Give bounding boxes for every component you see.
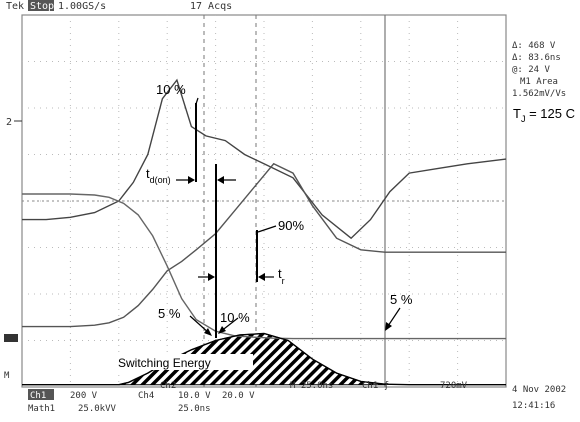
math-scale: 25.0kVV — [78, 404, 117, 414]
five-pct-left-label: 5 % — [158, 306, 181, 321]
ch1-marker — [4, 334, 18, 342]
readout-panel-bg — [508, 36, 578, 106]
readout-math-value: 1.562mV/Vs — [512, 89, 566, 99]
trigger-source: Ch1 ƒ — [362, 381, 389, 391]
five-pct-right-arrowhead — [385, 322, 392, 331]
ch2-scale: 10.0 V — [178, 391, 211, 401]
series-line-3 — [22, 193, 506, 340]
ten-pct-bottom-label: 10 % — [220, 310, 250, 325]
math-time: 25.0ns — [178, 404, 211, 414]
readout-delta-t: Δ: 83.6ns — [512, 53, 561, 63]
acquisitions: 17 Acqs — [190, 1, 232, 12]
readout-delta-v: Δ: 468 V — [512, 41, 556, 51]
tj-label-bg — [508, 100, 578, 122]
mode-badge — [28, 0, 54, 11]
ch2-label: Ch2 — [160, 381, 176, 391]
ten-pct-top-leader — [195, 97, 199, 105]
switching-energy-label-bg — [115, 354, 253, 370]
switching-energy-label: Switching Energy — [118, 356, 211, 370]
time: 12:41:16 — [512, 401, 555, 411]
tr-arrowhead-right — [258, 273, 265, 281]
tdon-label: td(on) — [146, 166, 171, 185]
series-line-1 — [22, 78, 507, 240]
readout-at-v: @: 24 V — [512, 65, 551, 75]
sample-rate: 1.00GS/s — [58, 1, 106, 12]
ten-pct-bottom-arrowhead — [218, 326, 226, 334]
brand-label: Tek — [6, 1, 24, 12]
tdon-arrowhead-right — [217, 176, 224, 184]
tj-label: TJ = 125 C — [513, 106, 575, 124]
tr-arrowhead-left — [208, 273, 215, 281]
ninety-pct-leader — [257, 225, 277, 233]
ninety-pct-label: 90% — [278, 218, 304, 233]
ten-pct-top-label: 10 % — [156, 82, 186, 97]
tr-label: tr — [278, 266, 285, 286]
grid — [22, 15, 506, 387]
date: 4 Nov 2002 — [512, 385, 566, 395]
math-label: Math1 — [28, 404, 55, 414]
series-line-4 — [22, 332, 506, 386]
ch1-label: Ch1 — [30, 391, 46, 401]
ch1-badge — [28, 389, 54, 400]
readout-math-label: M1 Area — [520, 77, 558, 87]
trigger-level: 720mV — [440, 381, 468, 391]
mode-label: Stop — [30, 1, 54, 12]
math-marker: M — [4, 371, 10, 381]
ch4-label: Ch4 — [138, 391, 154, 401]
ch4-scale: 20.0 V — [222, 391, 255, 401]
tdon-arrowhead-left — [188, 176, 195, 184]
series-line-2 — [22, 162, 506, 328]
five-pct-left-arrowhead — [204, 328, 212, 336]
ch2-marker: 2 — [6, 117, 12, 128]
timebase: M 25.0ns — [290, 381, 333, 391]
ch1-scale: 200 V — [70, 391, 98, 401]
five-pct-right-label: 5 % — [390, 292, 413, 307]
